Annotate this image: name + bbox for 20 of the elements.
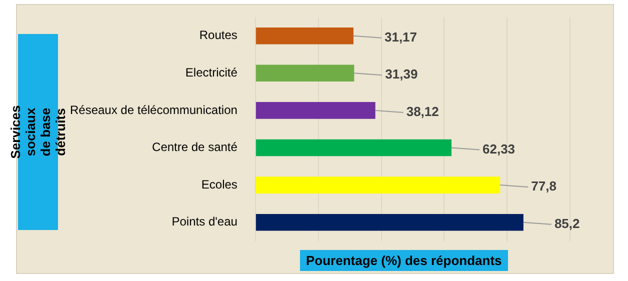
data-label: 31,39 xyxy=(385,66,418,82)
bar xyxy=(256,102,376,119)
bar xyxy=(256,214,524,231)
y-tick-label: Centre de santé xyxy=(152,140,238,154)
y-tick-label: Réseaux de télécommunication xyxy=(70,102,238,117)
data-label: 38,12 xyxy=(406,104,439,120)
bar xyxy=(256,176,500,194)
data-label: 77,8 xyxy=(531,178,556,194)
y-tick-label: Electricité xyxy=(185,65,238,80)
y-tick-label: Routes xyxy=(199,28,238,42)
x-axis-title: Pourentage (%) des répondants xyxy=(300,250,508,271)
data-label: 62,33 xyxy=(482,141,516,156)
y-tick-label: Ecoles xyxy=(201,177,238,192)
y-axis-title: Services sociaux de base détruits xyxy=(8,105,68,159)
bar xyxy=(256,64,354,82)
bar xyxy=(256,139,452,156)
data-label: 31,17 xyxy=(384,29,418,44)
data-label: 85,2 xyxy=(554,216,580,231)
bar xyxy=(256,27,354,44)
y-tick-label: Points d'eau xyxy=(172,214,238,229)
